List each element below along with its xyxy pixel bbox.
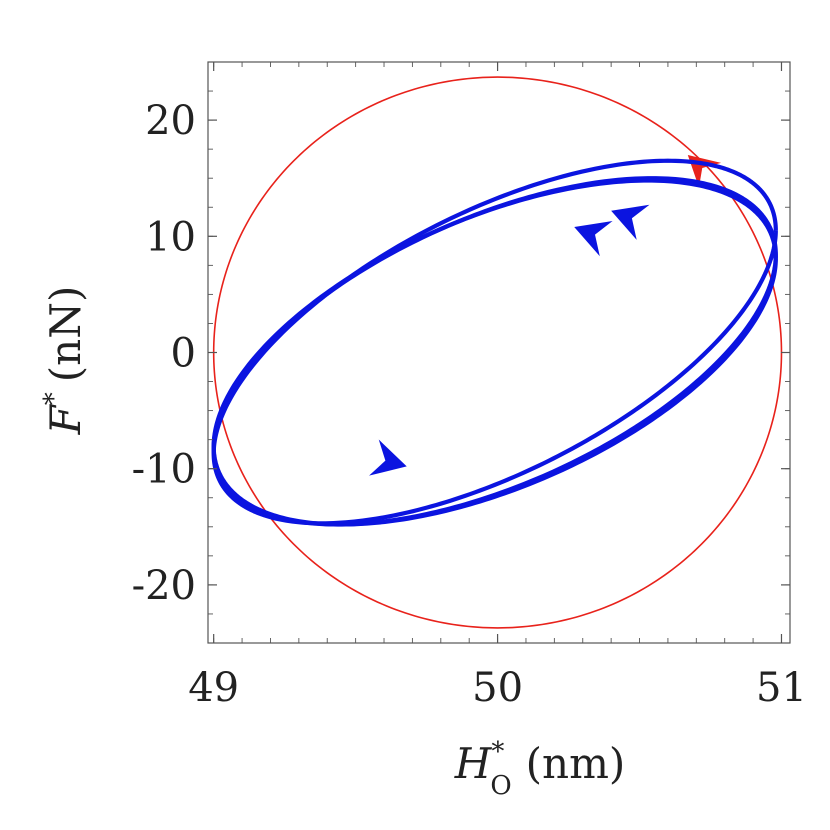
y-tick-label: 0 xyxy=(171,331,196,377)
orbit-direction-arrow xyxy=(574,221,613,257)
orbit-series-line xyxy=(211,178,778,527)
y-axis-label: F*(nN) xyxy=(39,286,90,436)
orbit-series-line xyxy=(211,158,778,526)
x-axis-label: H* O (nm) xyxy=(454,737,626,801)
orbit-direction-arrow xyxy=(611,204,650,240)
y-tick-label: 20 xyxy=(145,98,196,144)
plot-frame xyxy=(207,61,791,644)
orbit-series-line xyxy=(211,176,778,527)
x-tick-label: 50 xyxy=(472,665,523,711)
tick-labels: 49 50 51 -20 -10 0 10 20 xyxy=(132,98,807,711)
y-tick-label: -20 xyxy=(132,563,196,609)
y-tick-label: 10 xyxy=(145,214,196,260)
plot-area xyxy=(211,76,783,629)
orbit-direction-arrow xyxy=(369,439,407,476)
axes xyxy=(207,61,791,644)
x-tick-label: 49 xyxy=(188,665,239,711)
y-tick-label: -10 xyxy=(132,447,196,493)
x-tick-label: 51 xyxy=(756,665,807,711)
